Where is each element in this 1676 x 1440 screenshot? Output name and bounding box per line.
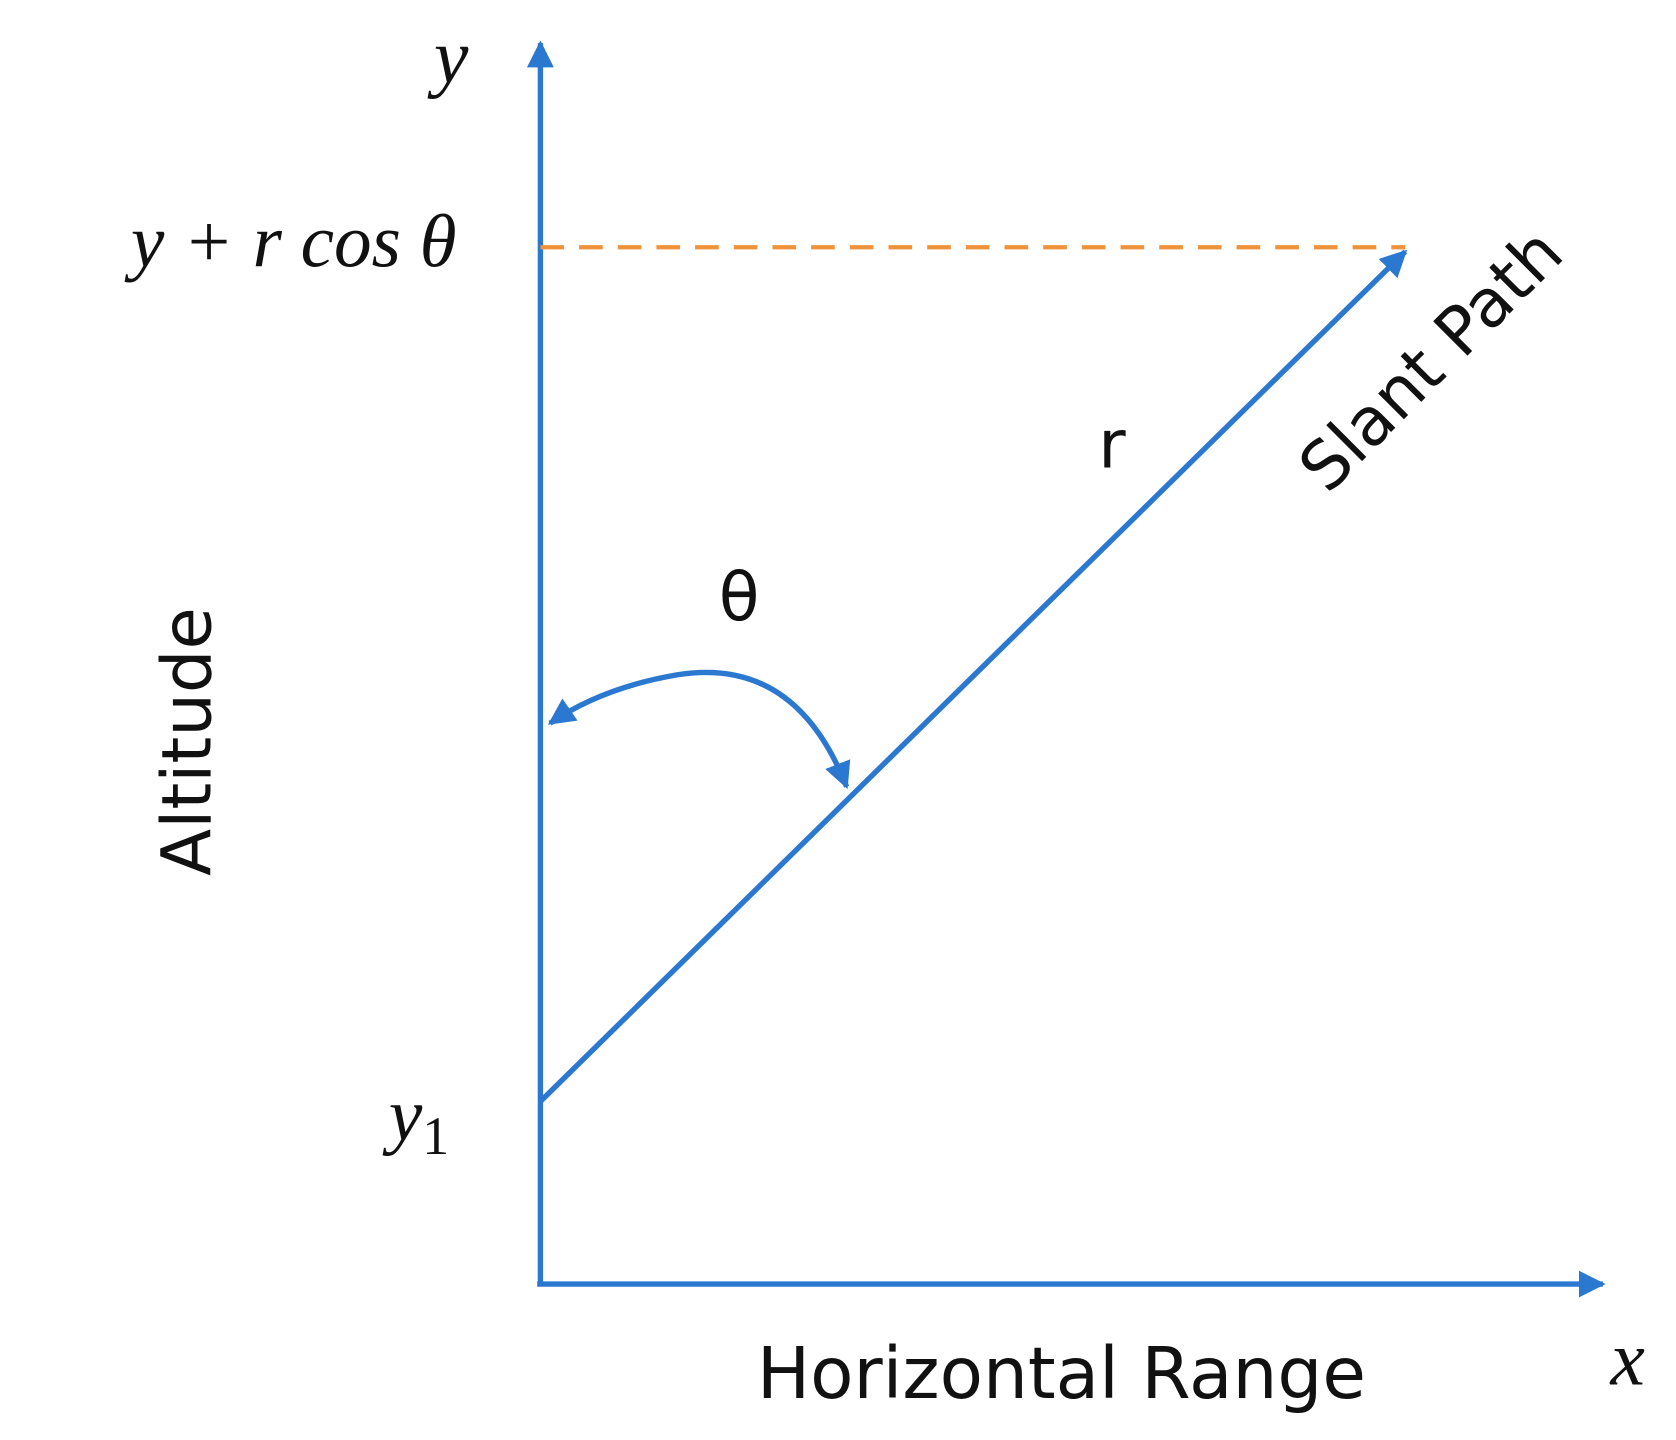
level-label: y + r cos θ <box>124 201 457 284</box>
vertical-title: Altitude <box>147 607 227 876</box>
y1-label: y1 <box>382 1074 449 1166</box>
y-axis-label: y <box>427 13 469 99</box>
y1-subscript: 1 <box>422 1107 449 1167</box>
horizontal-title: Horizontal Range <box>757 1332 1366 1415</box>
angle-label: θ <box>719 558 760 636</box>
angle-arc <box>547 669 851 790</box>
y1-base: y <box>382 1074 423 1157</box>
x-axis-label: x <box>1609 1316 1644 1402</box>
length-label: r <box>1098 405 1126 483</box>
slant-path-label: Slant Path <box>1284 213 1578 507</box>
slant-path <box>538 249 1408 1104</box>
